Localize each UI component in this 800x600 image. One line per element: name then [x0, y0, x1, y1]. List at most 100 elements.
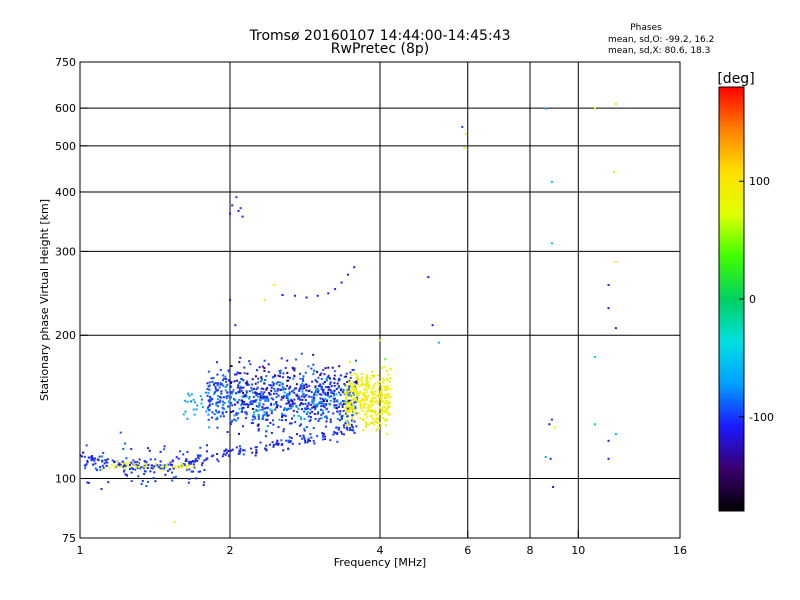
data-point — [355, 373, 358, 376]
data-point — [338, 365, 341, 368]
data-point — [356, 400, 359, 403]
data-point — [335, 393, 338, 396]
data-point — [353, 398, 356, 401]
data-point — [235, 419, 238, 422]
data-point — [349, 410, 352, 413]
data-point — [83, 455, 86, 458]
data-point — [335, 388, 338, 390]
data-point — [245, 403, 248, 406]
data-point — [168, 468, 171, 471]
data-point — [196, 404, 199, 407]
data-point — [292, 389, 295, 392]
data-point — [368, 387, 371, 389]
data-point — [225, 385, 228, 388]
data-point — [168, 460, 171, 463]
data-point — [120, 465, 123, 468]
data-point — [287, 448, 290, 451]
data-point — [102, 466, 105, 469]
data-point — [137, 475, 140, 478]
data-point — [385, 377, 388, 380]
data-point — [377, 374, 380, 377]
data-point — [243, 366, 246, 369]
data-point — [234, 392, 237, 395]
data-point — [381, 394, 383, 397]
data-point — [281, 412, 284, 415]
data-point — [300, 395, 303, 398]
data-point — [337, 406, 340, 408]
data-point — [216, 426, 219, 429]
data-point — [377, 393, 380, 395]
data-point — [371, 393, 373, 395]
data-point — [374, 409, 377, 412]
data-point — [549, 457, 552, 460]
data-point — [213, 413, 216, 416]
data-point — [360, 404, 363, 407]
data-point — [87, 481, 90, 484]
data-point — [312, 399, 315, 402]
data-point — [228, 380, 231, 383]
data-point — [270, 402, 272, 405]
data-point — [299, 416, 302, 419]
data-point — [389, 377, 392, 380]
data-point — [209, 399, 212, 402]
data-point — [242, 386, 245, 389]
data-point — [239, 449, 242, 452]
data-point — [307, 403, 310, 406]
data-point — [320, 417, 323, 420]
data-point — [364, 403, 367, 406]
data-point — [372, 421, 375, 424]
data-point — [308, 384, 311, 387]
data-point — [238, 389, 241, 392]
data-point — [304, 371, 307, 374]
data-point — [274, 390, 277, 393]
data-point — [371, 387, 374, 390]
data-point — [276, 381, 279, 384]
data-point — [236, 401, 239, 404]
data-point — [300, 418, 303, 421]
data-point — [292, 377, 295, 380]
data-point — [327, 374, 330, 377]
data-point — [336, 440, 339, 443]
data-point — [298, 404, 301, 407]
data-point — [325, 404, 328, 406]
data-point — [304, 439, 307, 442]
data-point — [267, 414, 270, 417]
data-point — [313, 413, 316, 415]
data-point — [329, 403, 331, 406]
data-point — [308, 420, 311, 423]
data-point — [352, 397, 355, 400]
data-point — [208, 388, 211, 391]
data-point — [276, 403, 278, 406]
data-point — [255, 388, 258, 391]
data-point — [124, 442, 127, 445]
data-point — [121, 460, 124, 463]
data-point — [305, 394, 308, 396]
x-tick-label: 16 — [673, 544, 687, 557]
data-point — [333, 406, 336, 409]
data-point — [175, 456, 178, 459]
data-point — [332, 377, 335, 380]
data-point — [229, 395, 232, 398]
data-point — [323, 432, 326, 435]
data-point — [345, 375, 348, 378]
data-point — [322, 368, 325, 371]
data-point — [190, 460, 193, 463]
data-point — [284, 415, 287, 418]
data-point — [379, 393, 382, 396]
data-point — [349, 408, 352, 411]
data-point — [196, 459, 199, 462]
data-point — [225, 451, 228, 454]
data-point — [370, 370, 373, 373]
data-point — [260, 387, 263, 390]
data-point — [197, 456, 199, 459]
data-point — [277, 394, 280, 397]
data-point — [309, 418, 312, 421]
data-point — [270, 389, 273, 392]
data-point — [241, 407, 244, 410]
data-point — [149, 458, 152, 461]
data-point — [352, 418, 355, 421]
data-point — [364, 421, 367, 424]
data-point — [343, 433, 345, 436]
data-point — [293, 398, 296, 401]
data-point — [215, 389, 218, 392]
